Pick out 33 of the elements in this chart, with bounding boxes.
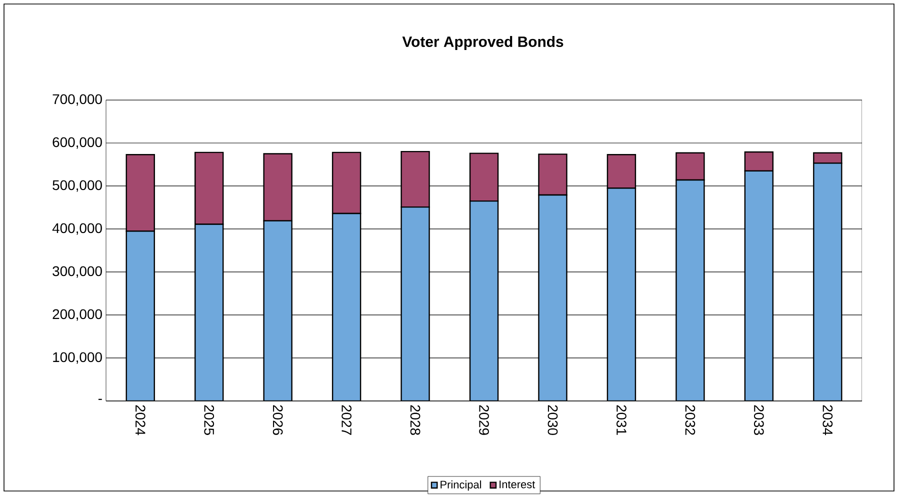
y-tick-label: 100,000 bbox=[53, 352, 102, 364]
y-tick-label: 200,000 bbox=[52, 309, 102, 321]
bar bbox=[400, 206, 430, 401]
bar bbox=[126, 230, 155, 401]
x-tick-label: 2025 bbox=[204, 405, 214, 435]
x-tick-label: 2033 bbox=[754, 405, 764, 435]
x-tick-label: 2030 bbox=[548, 405, 558, 435]
y-tick-label: 700,000 bbox=[52, 94, 102, 106]
x-tick-label: 2034 bbox=[822, 405, 833, 436]
bar bbox=[676, 179, 705, 401]
bar bbox=[813, 162, 842, 401]
x-tick-label: 2029 bbox=[479, 405, 489, 435]
bar bbox=[332, 212, 362, 401]
y-tick-label: 400,000 bbox=[52, 223, 102, 235]
x-tick-label: 2026 bbox=[272, 405, 283, 435]
bar bbox=[469, 200, 499, 401]
y-tick-label: 500,000 bbox=[52, 180, 102, 192]
bar bbox=[263, 220, 292, 401]
bar bbox=[194, 224, 224, 401]
x-tick-label: 2027 bbox=[342, 405, 352, 435]
x-tick-label: 2024 bbox=[135, 405, 146, 436]
legend-label: Interest bbox=[500, 480, 536, 488]
bar bbox=[606, 188, 636, 401]
bar bbox=[538, 194, 568, 401]
y-tick-label: 600,000 bbox=[52, 137, 102, 149]
y-tick-label: - bbox=[98, 398, 102, 400]
x-tick-label: 2031 bbox=[616, 405, 626, 435]
bar bbox=[744, 170, 774, 401]
x-tick-label: 2032 bbox=[685, 405, 696, 435]
chart-title: Voter Approved Bonds bbox=[402, 36, 564, 50]
x-tick-label: 2028 bbox=[410, 405, 420, 435]
y-tick-label: 300,000 bbox=[52, 266, 102, 278]
legend-label: Principal bbox=[440, 480, 482, 491]
